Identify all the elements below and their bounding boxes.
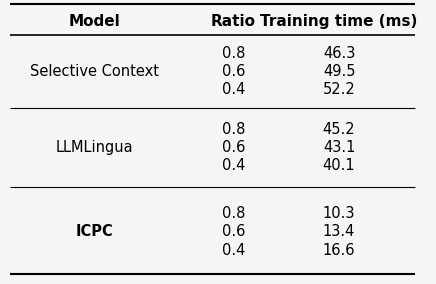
Text: 0.4: 0.4 xyxy=(222,158,245,174)
Text: 0.8: 0.8 xyxy=(222,46,245,61)
Text: LLMLingua: LLMLingua xyxy=(55,140,133,155)
Text: Model: Model xyxy=(68,14,120,29)
Text: 0.6: 0.6 xyxy=(222,140,245,155)
Text: 43.1: 43.1 xyxy=(323,140,355,155)
Text: Selective Context: Selective Context xyxy=(30,64,159,79)
Text: 0.4: 0.4 xyxy=(222,82,245,97)
Text: ICPC: ICPC xyxy=(75,224,113,239)
Text: 49.5: 49.5 xyxy=(323,64,355,79)
Text: 45.2: 45.2 xyxy=(323,122,355,137)
Text: 10.3: 10.3 xyxy=(323,206,355,221)
Text: 16.6: 16.6 xyxy=(323,243,355,258)
Text: 46.3: 46.3 xyxy=(323,46,355,61)
Text: Training time (ms): Training time (ms) xyxy=(260,14,418,29)
Text: 13.4: 13.4 xyxy=(323,224,355,239)
Text: 0.4: 0.4 xyxy=(222,243,245,258)
Text: 52.2: 52.2 xyxy=(323,82,355,97)
Text: 0.6: 0.6 xyxy=(222,224,245,239)
Text: 0.8: 0.8 xyxy=(222,206,245,221)
Text: Ratio: Ratio xyxy=(211,14,256,29)
Text: 0.6: 0.6 xyxy=(222,64,245,79)
Text: 0.8: 0.8 xyxy=(222,122,245,137)
Text: 40.1: 40.1 xyxy=(323,158,355,174)
